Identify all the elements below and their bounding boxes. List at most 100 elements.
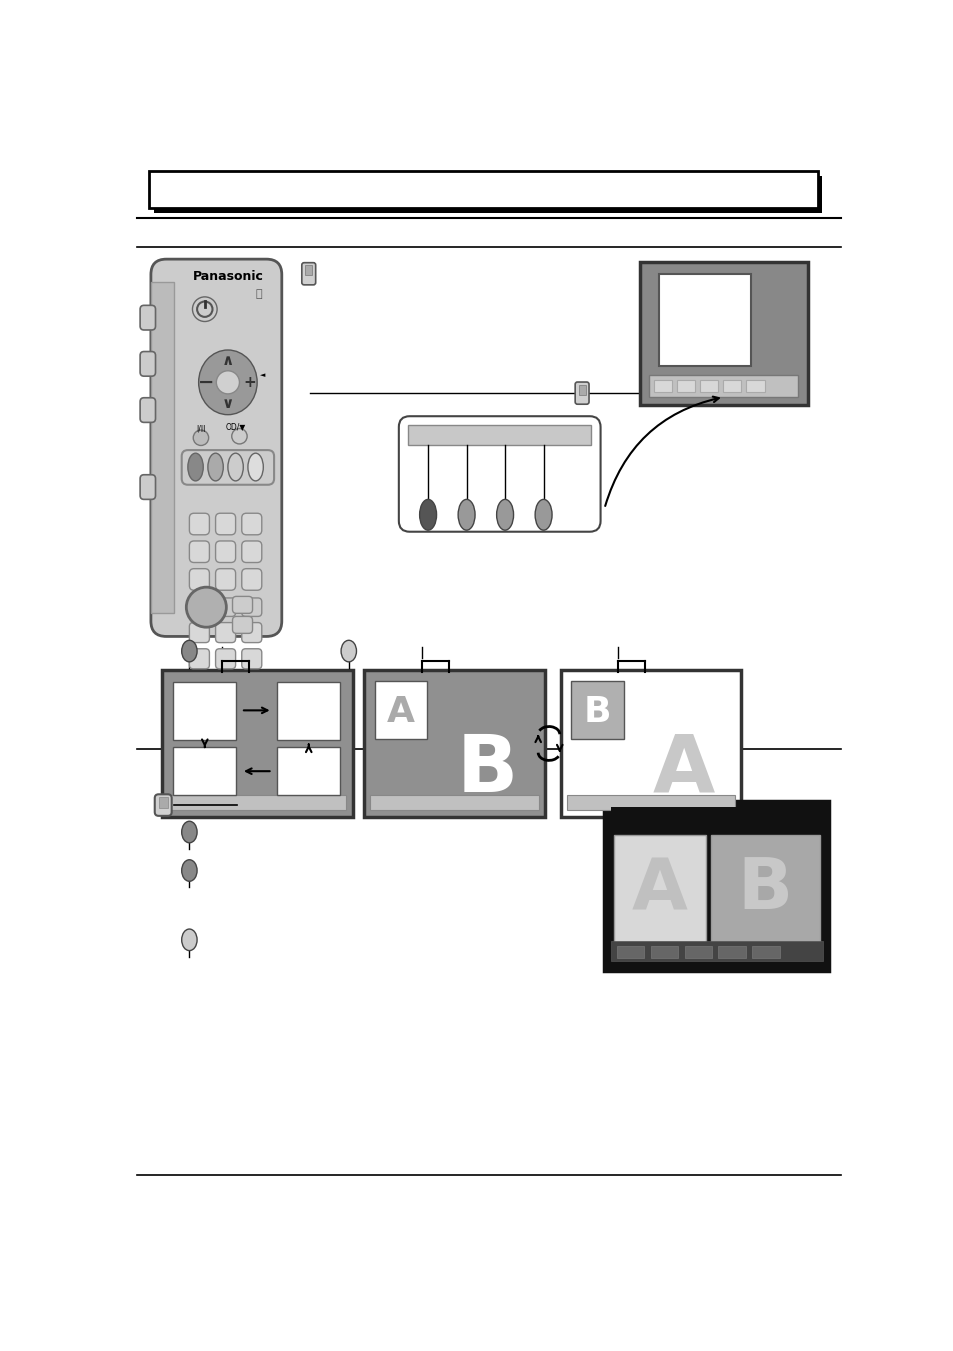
FancyBboxPatch shape — [140, 397, 155, 423]
FancyBboxPatch shape — [241, 648, 261, 669]
Bar — [153, 176, 821, 213]
Ellipse shape — [181, 821, 197, 843]
Ellipse shape — [181, 929, 197, 951]
Text: B: B — [583, 694, 611, 730]
Ellipse shape — [535, 500, 552, 530]
Ellipse shape — [181, 859, 197, 881]
Text: A: A — [387, 694, 415, 730]
Bar — [648, 376, 798, 397]
Text: ∧: ∧ — [221, 353, 233, 369]
Bar — [745, 380, 763, 392]
Bar — [684, 946, 712, 958]
Bar — [408, 426, 591, 446]
Bar — [659, 274, 751, 366]
Bar — [364, 670, 544, 816]
Ellipse shape — [228, 453, 243, 481]
Bar — [676, 380, 695, 392]
Bar — [150, 172, 817, 208]
Text: B: B — [737, 855, 792, 924]
Circle shape — [186, 588, 226, 627]
Circle shape — [232, 428, 247, 444]
Bar — [151, 282, 173, 613]
Ellipse shape — [419, 500, 436, 530]
Text: +: + — [243, 374, 255, 390]
Ellipse shape — [497, 500, 513, 530]
Text: OD/▼: OD/▼ — [225, 423, 246, 431]
Text: −: − — [198, 373, 214, 392]
FancyBboxPatch shape — [190, 623, 210, 643]
Bar — [710, 835, 820, 944]
FancyBboxPatch shape — [215, 648, 235, 669]
FancyBboxPatch shape — [215, 598, 235, 616]
Bar — [173, 747, 236, 794]
Text: B: B — [456, 731, 517, 809]
FancyBboxPatch shape — [241, 540, 261, 562]
Bar — [566, 794, 735, 811]
FancyBboxPatch shape — [190, 648, 210, 669]
Bar — [305, 265, 312, 276]
Bar — [560, 670, 740, 816]
Text: 🔇: 🔇 — [255, 289, 262, 299]
Ellipse shape — [457, 500, 475, 530]
Bar — [616, 946, 644, 958]
Ellipse shape — [341, 640, 356, 662]
FancyBboxPatch shape — [241, 569, 261, 590]
FancyBboxPatch shape — [241, 598, 261, 616]
Bar — [613, 835, 705, 944]
Bar — [173, 682, 236, 739]
Ellipse shape — [198, 350, 257, 415]
Circle shape — [197, 301, 213, 317]
Bar — [610, 942, 822, 962]
Bar — [571, 681, 623, 739]
FancyBboxPatch shape — [215, 569, 235, 590]
Text: ◄: ◄ — [260, 372, 265, 378]
Bar — [277, 747, 340, 794]
Ellipse shape — [248, 453, 263, 481]
FancyBboxPatch shape — [140, 305, 155, 330]
Bar — [650, 946, 678, 958]
Circle shape — [193, 430, 209, 446]
Bar — [578, 385, 585, 394]
FancyBboxPatch shape — [233, 616, 253, 634]
Ellipse shape — [188, 453, 203, 481]
Bar — [722, 380, 740, 392]
Bar — [375, 681, 427, 739]
Bar — [718, 946, 745, 958]
Ellipse shape — [181, 640, 197, 662]
FancyBboxPatch shape — [215, 623, 235, 643]
FancyBboxPatch shape — [190, 540, 210, 562]
Ellipse shape — [208, 453, 223, 481]
FancyBboxPatch shape — [140, 351, 155, 376]
Circle shape — [193, 297, 217, 322]
Bar — [610, 808, 822, 831]
Bar — [752, 946, 780, 958]
Text: A: A — [631, 855, 687, 924]
Bar — [700, 380, 718, 392]
Text: A: A — [652, 731, 714, 809]
Bar — [168, 794, 346, 811]
FancyBboxPatch shape — [241, 513, 261, 535]
FancyBboxPatch shape — [190, 598, 210, 616]
Bar — [639, 262, 807, 405]
FancyBboxPatch shape — [154, 794, 172, 816]
Bar — [158, 797, 168, 808]
Bar — [653, 380, 672, 392]
FancyBboxPatch shape — [301, 262, 315, 285]
Text: Panasonic: Panasonic — [193, 270, 263, 282]
FancyBboxPatch shape — [190, 569, 210, 590]
Bar — [161, 670, 353, 816]
Text: I/II: I/II — [196, 424, 206, 434]
FancyBboxPatch shape — [575, 382, 588, 404]
FancyBboxPatch shape — [398, 416, 600, 532]
Bar — [604, 801, 828, 970]
FancyBboxPatch shape — [233, 596, 253, 613]
FancyBboxPatch shape — [151, 259, 281, 636]
FancyBboxPatch shape — [215, 513, 235, 535]
FancyBboxPatch shape — [241, 623, 261, 643]
Text: ∨: ∨ — [221, 396, 233, 412]
Bar — [277, 682, 340, 739]
FancyBboxPatch shape — [215, 540, 235, 562]
FancyBboxPatch shape — [190, 513, 210, 535]
Circle shape — [216, 370, 239, 394]
Bar — [370, 794, 538, 811]
